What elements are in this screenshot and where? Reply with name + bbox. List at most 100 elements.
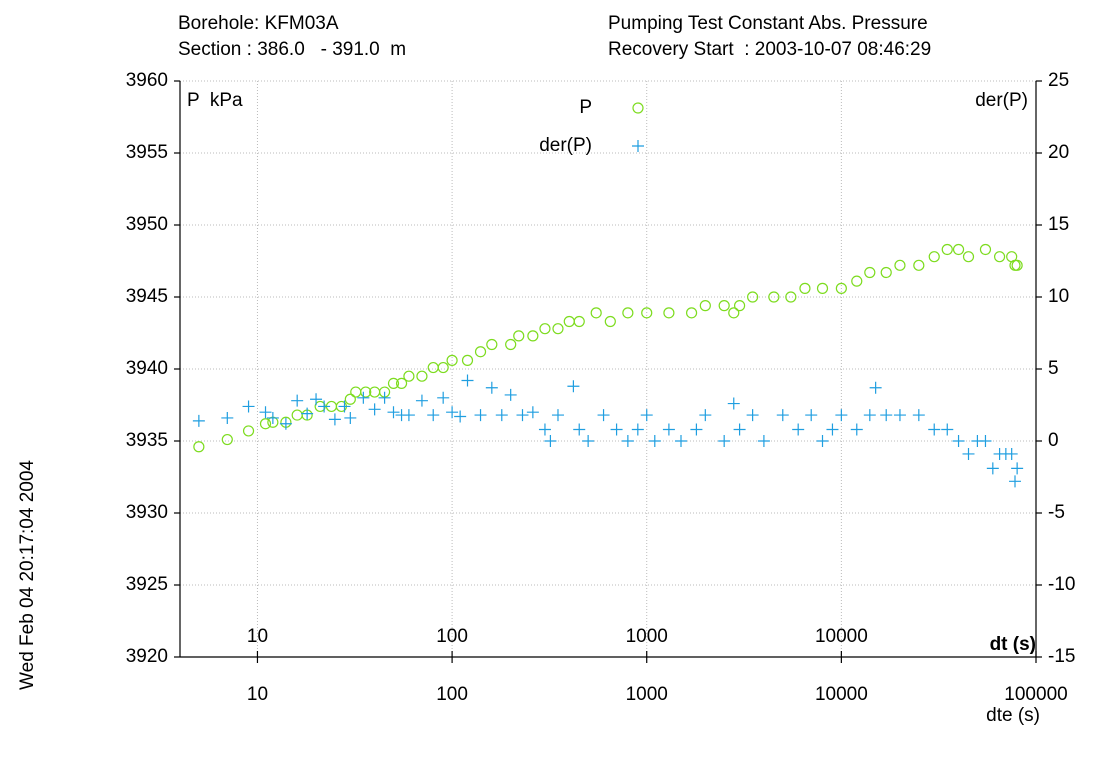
legend-marker	[632, 140, 644, 152]
point	[986, 462, 999, 475]
x-axis-label: dte (s)	[986, 705, 1040, 726]
point	[582, 435, 595, 447]
point	[301, 407, 314, 420]
point	[403, 370, 415, 382]
point	[928, 251, 940, 263]
point	[952, 435, 965, 447]
point	[259, 418, 272, 430]
y-tick-label: 3925	[126, 574, 168, 595]
point	[699, 300, 711, 312]
y-tick-label: 3930	[126, 502, 168, 523]
point	[851, 275, 863, 287]
point	[733, 423, 746, 436]
point	[690, 423, 703, 436]
title-left-2: Section : 386.0 - 391.0 m	[178, 39, 406, 60]
point	[461, 374, 474, 387]
point	[291, 409, 303, 421]
point	[387, 406, 400, 419]
point	[962, 251, 975, 263]
x-tick-label: 100	[436, 684, 468, 705]
point	[486, 338, 498, 351]
point	[912, 409, 925, 422]
point	[446, 406, 459, 419]
point	[544, 435, 557, 447]
y2-axis-label: der(P)	[975, 90, 1028, 111]
dt-tick-label: 10000	[815, 626, 868, 647]
point	[718, 435, 731, 447]
timestamp: Wed Feb 04 20:17:04 2004	[17, 460, 38, 690]
point	[913, 259, 925, 271]
point	[799, 282, 811, 294]
point	[505, 338, 517, 351]
point	[699, 409, 712, 422]
point	[416, 370, 428, 382]
x-tick-label: 1000	[626, 684, 668, 705]
point	[552, 323, 564, 335]
point	[663, 307, 675, 319]
point	[318, 400, 331, 413]
point	[869, 381, 882, 394]
point	[527, 330, 539, 342]
point	[259, 406, 272, 419]
y2-tick-label: -5	[1048, 502, 1065, 523]
point	[567, 380, 580, 393]
y2-tick-label: 5	[1048, 358, 1059, 379]
title-right-2: Recovery Start : 2003-10-07 08:46:29	[608, 39, 931, 60]
point	[880, 266, 892, 279]
y-tick-label: 3960	[126, 70, 168, 91]
point	[1009, 475, 1021, 488]
point	[474, 346, 487, 358]
y-tick-label: 3950	[126, 214, 168, 235]
point	[662, 423, 675, 436]
point	[193, 441, 205, 453]
point	[338, 400, 351, 413]
x-tick-label: 10000	[815, 684, 868, 705]
point	[1011, 462, 1024, 475]
point	[757, 435, 770, 447]
point	[427, 361, 439, 374]
point	[776, 409, 789, 422]
point	[941, 243, 953, 256]
point	[621, 435, 634, 447]
point	[993, 251, 1006, 263]
point	[192, 414, 205, 427]
dt-tick-label: 10	[247, 626, 268, 647]
point	[641, 307, 653, 319]
point	[1005, 447, 1018, 460]
point	[446, 354, 458, 366]
point	[631, 423, 644, 436]
point	[573, 423, 586, 436]
dt-tick-label: 100	[436, 626, 468, 647]
point	[685, 307, 698, 319]
y2-tick-label: 10	[1048, 286, 1069, 307]
point	[747, 291, 759, 303]
y2-tick-label: -15	[1048, 646, 1075, 667]
y-tick-label: 3940	[126, 358, 168, 379]
point	[835, 409, 848, 422]
title-right-1: Pumping Test Constant Abs. Pressure	[608, 13, 928, 34]
point	[928, 423, 941, 436]
point	[474, 409, 487, 422]
point	[350, 386, 362, 398]
point	[539, 323, 551, 335]
point	[648, 435, 661, 447]
point	[962, 447, 975, 460]
point	[266, 411, 279, 424]
point	[1011, 259, 1023, 271]
x-tick-label: 10	[247, 684, 268, 705]
point	[526, 406, 539, 419]
point	[597, 409, 610, 422]
point	[835, 282, 847, 294]
point	[733, 300, 746, 312]
point	[792, 423, 805, 436]
point	[485, 381, 498, 394]
point	[437, 361, 449, 374]
point	[640, 409, 653, 422]
point	[768, 291, 780, 303]
dt-tick-label: 1000	[626, 626, 668, 647]
y2-tick-label: -10	[1048, 574, 1075, 595]
point	[242, 400, 255, 413]
y-tick-label: 3955	[126, 142, 168, 163]
point	[941, 423, 954, 436]
